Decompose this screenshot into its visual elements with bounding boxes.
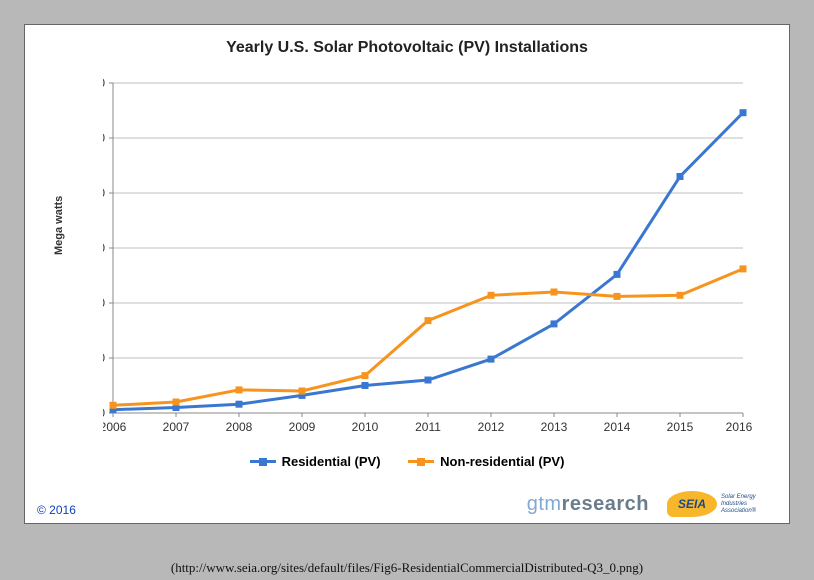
svg-text:2008: 2008 [226,420,253,434]
svg-text:2009: 2009 [289,420,316,434]
svg-text:2012: 2012 [478,420,505,434]
chart-svg: 0 500 1,000 1,500 2,000 2,500 3,000 2006 2007 200… [103,73,753,443]
svg-text:500: 500 [103,351,105,365]
svg-text:2,500: 2,500 [103,131,105,145]
svg-text:2016E: 2016E [726,420,753,434]
chart-panel: Yearly U.S. Solar Photovoltaic (PV) Inst… [24,24,790,524]
copyright-text: © 2016 [37,503,76,517]
seia-logo: SEIA Solar Energy Industries Association… [667,491,777,517]
source-caption: (http://www.seia.org/sites/default/files… [0,560,814,576]
legend-item-nonresidential: Non-residential (PV) [408,454,564,469]
svg-text:2010: 2010 [352,420,379,434]
svg-text:2015: 2015 [667,420,694,434]
gtm-research-logo: gtmresearch [527,493,649,516]
chart-title: Yearly U.S. Solar Photovoltaic (PV) Inst… [25,25,789,57]
legend-label-residential: Residential (PV) [282,454,381,469]
logo-group: gtmresearch SEIA Solar Energy Industries… [527,491,777,517]
legend-swatch-nonresidential [408,460,434,463]
svg-text:2013: 2013 [541,420,568,434]
outer-frame: Yearly U.S. Solar Photovoltaic (PV) Inst… [0,0,814,580]
legend-swatch-residential [250,460,276,463]
gtm-text: gtm [527,493,562,515]
plot-area: 0 500 1,000 1,500 2,000 2,500 3,000 2006 2007 200… [103,73,753,443]
panel-footer: © 2016 gtmresearch SEIA Solar Energy Ind… [37,491,777,517]
svg-text:2007: 2007 [163,420,190,434]
svg-text:2011: 2011 [415,420,441,434]
svg-text:0: 0 [103,406,105,420]
svg-text:1,000: 1,000 [103,296,105,310]
legend-label-nonresidential: Non-residential (PV) [440,454,564,469]
seia-badge: SEIA [667,491,717,517]
svg-text:2014: 2014 [604,420,631,434]
svg-text:2006: 2006 [103,420,127,434]
legend-item-residential: Residential (PV) [250,454,381,469]
seia-subtext: Solar Energy Industries Association® [721,494,777,515]
research-text: research [562,493,649,515]
svg-text:2,000: 2,000 [103,186,105,200]
svg-text:3,000: 3,000 [103,76,105,90]
y-axis-title: Mega watts [53,196,65,255]
svg-text:1,500: 1,500 [103,241,105,255]
legend: Residential (PV) Non-residential (PV) [25,451,789,469]
